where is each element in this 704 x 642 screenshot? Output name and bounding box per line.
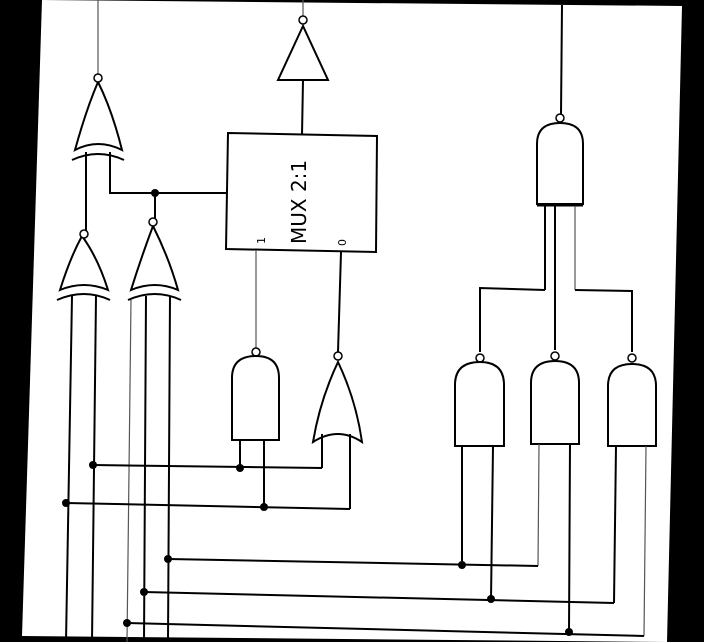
wire: [490, 445, 494, 601]
nand-gate-bottom-right-3: [607, 353, 657, 447]
mux-input-1-label: 1: [255, 237, 268, 244]
xor-gate-top: [71, 0, 125, 161]
wire: [143, 591, 615, 604]
wire: [126, 622, 645, 637]
nand-gate-bottom-right-2: [530, 351, 580, 445]
wire: [167, 558, 539, 567]
wire: [537, 443, 540, 567]
mux-input-0-label: 0: [336, 239, 349, 246]
junction-dot: [236, 464, 244, 472]
nand-gate-top-right: [536, 4, 584, 207]
mux-block: MUX 2:1 1 0: [224, 131, 379, 254]
nand-gate-middle-left: [231, 347, 280, 441]
mux-label: MUX 2:1: [287, 160, 311, 244]
wire: [337, 251, 342, 353]
wire: [92, 464, 323, 469]
wire: [479, 286, 546, 352]
wire: [65, 502, 351, 510]
junction-dot: [260, 503, 268, 511]
inverter-gate: [276, 0, 330, 136]
xor-gate-right: [127, 217, 182, 301]
junction-dot: [565, 628, 573, 636]
wire: [574, 289, 633, 352]
junction-dot: [458, 561, 466, 569]
wire: [143, 295, 147, 642]
xor-gate-left: [56, 229, 111, 301]
wire: [568, 443, 571, 633]
junction-dot: [164, 555, 172, 563]
wire: [91, 295, 97, 642]
wire: [167, 295, 171, 642]
junction-dot: [123, 619, 131, 627]
junction-dot: [487, 595, 495, 603]
nand-gate-bottom-right-1: [454, 353, 505, 447]
wire: [65, 295, 73, 642]
junction-dot: [140, 588, 148, 596]
wire: [126, 299, 132, 642]
wire: [643, 445, 647, 637]
wire: [613, 445, 617, 604]
nor-gate-middle: [311, 351, 364, 445]
junction-dot: [89, 461, 97, 469]
wire: [109, 152, 226, 194]
paper-sheet: [22, 0, 682, 642]
junction-dot: [62, 499, 70, 507]
